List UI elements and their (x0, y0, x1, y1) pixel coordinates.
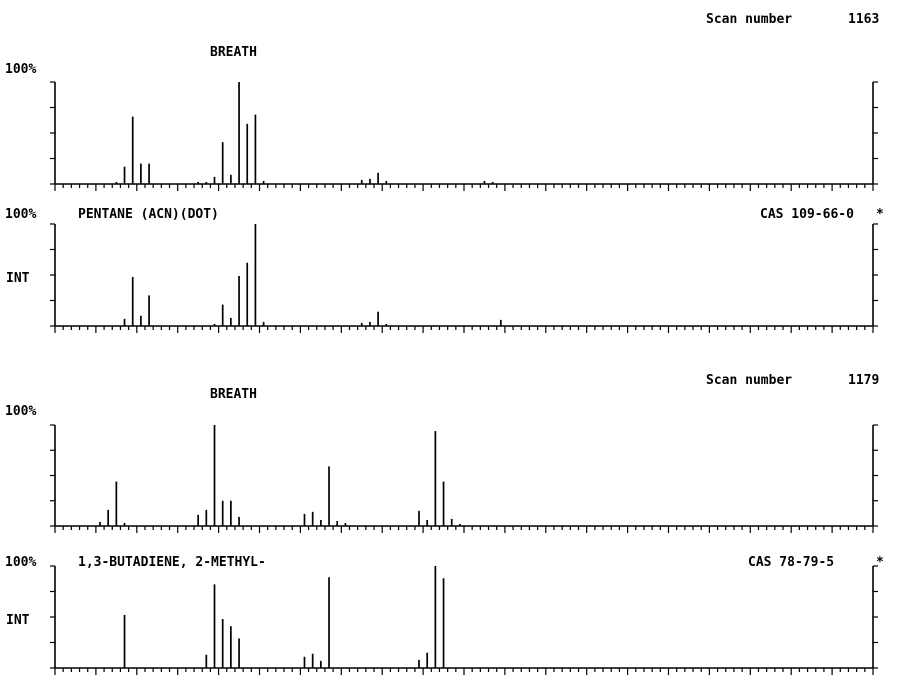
percent-label-1: 100% (5, 62, 36, 77)
percent-label-3: 100% (5, 404, 36, 419)
scan-number-value-2: 1179 (848, 373, 879, 388)
intensity-label-2: INT (6, 613, 30, 628)
spectrum-panel-library-pentane (50, 223, 878, 333)
spectrum-panel-breath-scan-1179 (50, 424, 878, 533)
spectrum-panel-library-butadiene (50, 565, 878, 675)
percent-label-4: 100% (5, 555, 36, 570)
cas-number-1: CAS 109-66-0 (760, 207, 854, 222)
library-title-2: 1,3-BUTADIENE, 2-METHYL- (78, 555, 266, 570)
percent-label-2: 100% (5, 207, 36, 222)
scan-number-label-2: Scan number (706, 373, 792, 388)
scan-number-label-1: Scan number (706, 12, 792, 27)
library-marker-2: * (876, 555, 884, 570)
library-title-1: PENTANE (ACN)(DOT) (78, 207, 219, 222)
library-marker-1: * (876, 207, 884, 222)
intensity-label-1: INT (6, 271, 30, 286)
scan-number-value-1: 1163 (848, 12, 879, 27)
spectrum-panel-breath-scan-1163 (50, 81, 878, 191)
sample-title-2: BREATH (210, 387, 257, 402)
cas-number-2: CAS 78-79-5 (748, 555, 834, 570)
sample-title-1: BREATH (210, 45, 257, 60)
